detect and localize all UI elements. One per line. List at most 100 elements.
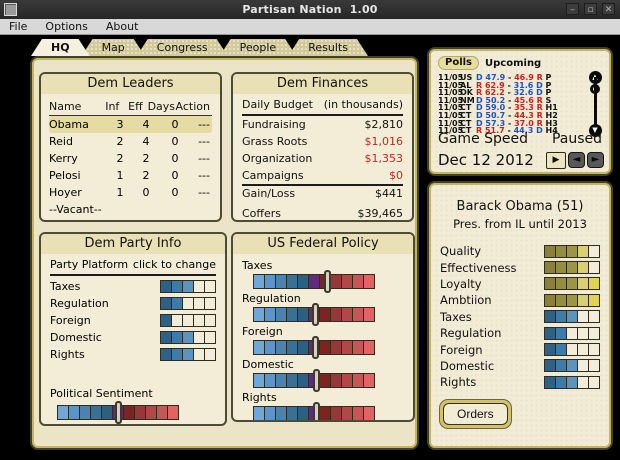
- maximize-icon[interactable]: ▫: [584, 3, 597, 15]
- poll-scrollbar: ▲ ▼: [588, 71, 602, 137]
- stat-row: Regulation: [429, 325, 611, 341]
- political-sentiment-bar[interactable]: [57, 401, 190, 424]
- panel-title: US Federal Policy: [233, 234, 413, 254]
- step-back-button[interactable]: ◄: [568, 152, 585, 168]
- stat-bar-quality: [544, 244, 600, 258]
- policy-label: Domestic: [242, 358, 294, 371]
- policy-bar-taxes[interactable]: [253, 270, 386, 293]
- platform-bar-taxes[interactable]: [160, 280, 216, 293]
- policy-bar-rights[interactable]: [253, 402, 386, 420]
- stat-row: Taxes: [429, 309, 611, 325]
- close-icon[interactable]: ✕: [602, 3, 615, 15]
- panel-title: Dem Leaders: [41, 74, 220, 94]
- tab-congress[interactable]: Congress: [137, 39, 228, 56]
- leader-name: Barack Obama (51): [456, 199, 584, 214]
- poll-row[interactable]: 11/05 US D 47.9 - 46.9 R P: [438, 73, 552, 82]
- stat-row: Loyalty: [429, 276, 611, 292]
- policy-slider-handle[interactable]: [312, 369, 320, 392]
- leader-row[interactable]: Hoyer 1 0 0 ---: [49, 186, 210, 199]
- platform-bar-foreign[interactable]: [160, 314, 216, 327]
- col-eff: Eff: [128, 100, 143, 113]
- hq-main-panel: Dem Leaders Name Inf Eff Days Action Oba…: [30, 56, 419, 450]
- platform-bar-regulation[interactable]: [160, 297, 216, 310]
- menu-item-options[interactable]: Options: [45, 19, 88, 33]
- policy-label: Taxes: [242, 259, 273, 272]
- policy-bar-regulation[interactable]: [253, 303, 386, 326]
- leader-stats: Quality Effectiveness Loyalty Ambtiion Taxes…: [429, 243, 611, 391]
- leader-detail-panel: Barack Obama (51) Pres. from IL until 20…: [427, 181, 613, 450]
- col-inf: Inf: [105, 100, 120, 113]
- col-name: Name: [49, 100, 82, 113]
- platform-row: Foreign: [50, 312, 216, 329]
- scrollbar-thumb[interactable]: [590, 84, 600, 94]
- thousands-note: (in thousands): [323, 98, 403, 111]
- leader-row[interactable]: Pelosi 1 2 0 ---: [49, 169, 210, 182]
- stat-bar-taxes: [544, 310, 600, 324]
- platform-bar-rights[interactable]: [160, 348, 216, 361]
- stat-bar-domestic: [544, 359, 600, 373]
- platform-header: Party Platform click to change: [50, 258, 216, 276]
- poll-row[interactable]: 11/05 OK R 62.2 - 32.6 D P: [438, 88, 552, 98]
- us-federal-policy-panel: US Federal Policy Taxes Regulation Foreign…: [231, 232, 415, 422]
- budget-row: Organization $1,353: [242, 152, 403, 165]
- coffers-row: Coffers $39,465: [242, 207, 403, 220]
- menu-item-about[interactable]: About: [105, 19, 139, 33]
- stat-bar-regulation: [544, 326, 600, 340]
- play-button[interactable]: ▶: [546, 151, 566, 169]
- poll-row[interactable]: 11/05 CT D 50.7 - 44.3 R H2: [438, 110, 558, 120]
- policy-label: Foreign: [242, 325, 283, 338]
- gain-loss-row: Gain/Loss $441: [242, 184, 403, 201]
- policy-slider-handle[interactable]: [312, 402, 320, 420]
- menu-bar: File Options About: [0, 19, 620, 35]
- leader-row[interactable]: Reid 2 4 0 ---: [49, 135, 210, 148]
- poll-row[interactable]: 11/05 CT D 57.3 - 37.0 R H3: [438, 118, 558, 128]
- party-platform-label: Party Platform: [50, 258, 129, 271]
- leader-row[interactable]: Kerry 2 2 0 ---: [49, 152, 210, 165]
- poll-row[interactable]: 11/05 NM D 50.2 - 45.6 R S: [438, 95, 552, 105]
- leader-row[interactable]: Obama 3 4 0 ---: [49, 116, 212, 133]
- poll-list: 11/05 US D 47.9 - 46.9 R P 11/05 AL R 62.9 - …: [438, 74, 603, 135]
- menu-item-file[interactable]: File: [9, 19, 28, 33]
- poll-row[interactable]: 11/05 AL R 62.9 - 31.6 D P: [438, 80, 552, 90]
- platform-row: Taxes: [50, 278, 216, 295]
- political-sentiment-label: Political Sentiment: [50, 387, 153, 400]
- leader-row-vacant[interactable]: --Vacant--: [49, 203, 102, 216]
- platform-row: Regulation: [50, 295, 216, 312]
- tab-strip: HQ Map Congress People Results: [31, 39, 360, 56]
- tab-hq[interactable]: HQ: [31, 39, 90, 56]
- platform-bar-domestic[interactable]: [160, 331, 216, 344]
- content-area: HQ Map Congress People Results Dem Leaders N…: [0, 36, 620, 460]
- policy-bar-foreign[interactable]: [253, 336, 386, 359]
- window-controls: – ▫ ✕: [566, 3, 615, 15]
- dem-leaders-panel: Dem Leaders Name Inf Eff Days Action Oba…: [39, 72, 222, 222]
- stat-row: Domestic: [429, 358, 611, 374]
- panel-title: Dem Party Info: [41, 234, 225, 254]
- scrollbar-track[interactable]: [593, 77, 597, 131]
- policy-bar-domestic[interactable]: [253, 369, 386, 392]
- poll-row[interactable]: 11/05 CT R 51.7 - 44.3 D H4: [438, 126, 558, 136]
- tab-map[interactable]: Map: [82, 39, 145, 56]
- tab-upcoming[interactable]: Upcoming: [485, 57, 542, 69]
- dem-party-info-panel: Dem Party Info Party Platform click to c…: [39, 232, 227, 426]
- step-forward-button[interactable]: ►: [587, 152, 604, 168]
- tab-results[interactable]: Results: [288, 39, 368, 56]
- poll-row[interactable]: 11/05 CT D 59.0 - 35.3 R H1: [438, 103, 558, 113]
- daily-budget-label: Daily Budget: [242, 98, 313, 111]
- policy-slider-handle[interactable]: [114, 401, 122, 424]
- policy-slider-handle[interactable]: [323, 270, 331, 293]
- game-date: Dec 12 2012: [438, 151, 534, 169]
- stat-row: Ambtiion: [429, 292, 611, 308]
- platform-row: Rights: [50, 346, 216, 363]
- policy-label: Rights: [242, 391, 277, 404]
- policy-slider-handle[interactable]: [312, 303, 320, 326]
- tab-polls[interactable]: Polls: [438, 56, 480, 70]
- minimize-icon[interactable]: –: [566, 3, 579, 15]
- budget-row: Campaigns $0: [242, 169, 403, 182]
- panel-title: Dem Finances: [233, 74, 412, 94]
- scroll-down-icon[interactable]: ▼: [588, 124, 602, 137]
- policy-slider-handle[interactable]: [312, 336, 320, 359]
- orders-button[interactable]: Orders: [443, 402, 508, 425]
- tab-people[interactable]: People: [220, 39, 297, 56]
